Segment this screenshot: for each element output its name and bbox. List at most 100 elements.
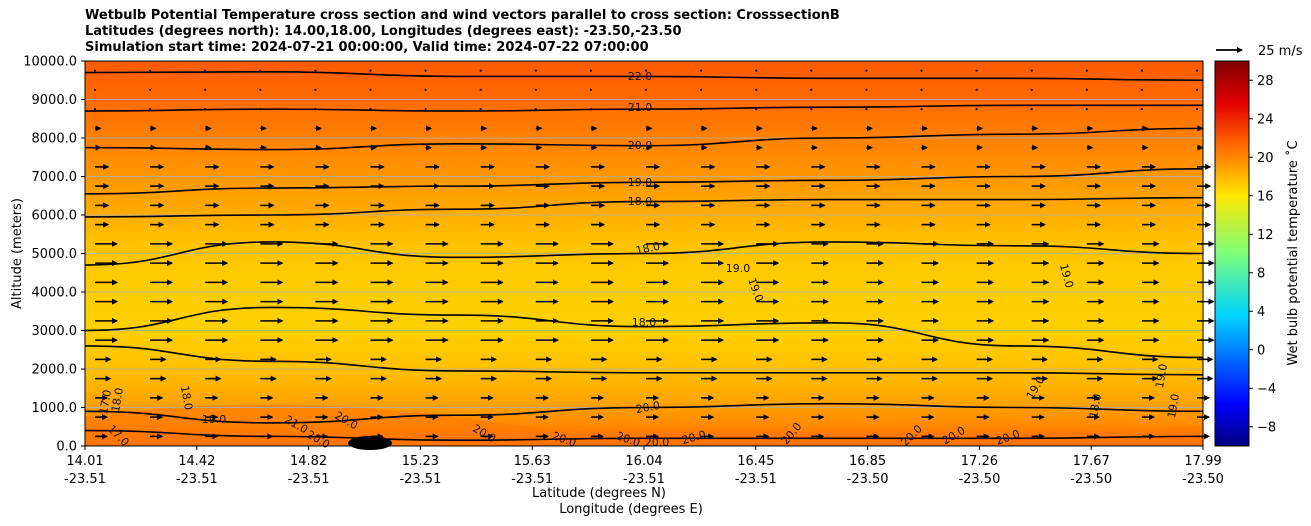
- wind-vector: [865, 88, 868, 91]
- wind-vector: [700, 69, 703, 72]
- wind-vector: [1140, 69, 1143, 72]
- colorbar: [1214, 60, 1250, 447]
- wind-vector: [93, 69, 97, 72]
- colorbar-tick-label: 8: [1257, 266, 1265, 281]
- x-tick-label-lon: -23.51: [399, 472, 441, 487]
- wind-vector: [975, 88, 978, 91]
- colorbar-tick-label: 0: [1257, 343, 1265, 358]
- wind-vector: [369, 88, 372, 91]
- wind-vector: [644, 88, 648, 91]
- colorbar-tick-label: 4: [1257, 305, 1265, 320]
- contour-label: 17.0: [97, 389, 114, 415]
- wind-vector: [589, 108, 593, 111]
- y-tick-label: 0.0: [56, 440, 77, 455]
- x-tick-label-lat: 14.01: [66, 454, 103, 469]
- x-tick-label-lat: 16.04: [625, 454, 662, 469]
- wind-vector: [259, 88, 262, 91]
- contour-label: 18.0: [1087, 393, 1104, 419]
- wind-vector: [1085, 69, 1088, 72]
- wind-vector: [865, 108, 868, 111]
- wind-vector: [1030, 69, 1033, 72]
- contour-line-18-0: [84, 196, 1204, 218]
- x-tick-label-lat: 15.63: [514, 454, 551, 469]
- contour-label: 18.0: [632, 316, 657, 329]
- wind-vector: [755, 69, 758, 72]
- x-tick-label-lon: -23.50: [847, 472, 889, 487]
- surface-warm-region: [85, 404, 1203, 446]
- wind-vector: [644, 108, 648, 111]
- wind-vector: [204, 108, 207, 111]
- wind-vector: [424, 88, 427, 91]
- wind-vector: [204, 69, 207, 72]
- x-tick-label-lat: 16.85: [849, 454, 886, 469]
- wind-vector: [755, 108, 758, 111]
- colorbar-tick-label: −8: [1257, 420, 1276, 435]
- contour-label: 19.0: [202, 413, 227, 426]
- y-tick-label: 7000.0: [32, 170, 78, 185]
- y-tick-label: 10000.0: [23, 55, 77, 70]
- contour-label: 18.0: [109, 387, 126, 413]
- y-tick-label: 1000.0: [32, 401, 78, 416]
- wind-vector: [1030, 88, 1033, 91]
- y-tick-label: 4000.0: [32, 286, 78, 301]
- wind-vector: [1195, 108, 1199, 111]
- colorbar-tick-label: 20: [1257, 151, 1274, 166]
- chart-title-line-1: Wetbulb Potential Temperature cross sect…: [85, 8, 840, 23]
- contour-label: 20.0: [628, 139, 653, 152]
- wind-vector: [314, 108, 317, 111]
- x-tick-label-lon: -23.51: [735, 472, 777, 487]
- wind-vector: [93, 108, 97, 111]
- wind-vector: [259, 108, 262, 111]
- wind-vector: [314, 69, 317, 72]
- x-tick-label-lon: -23.50: [1070, 472, 1112, 487]
- contour-line-19-0: [84, 402, 1204, 424]
- x-tick-label-lat: 14.42: [178, 454, 215, 469]
- contour-label: 19.0: [1153, 363, 1170, 389]
- wind-vector: [700, 88, 703, 91]
- contour-label: 19.0: [726, 262, 751, 275]
- wind-vector: [149, 108, 152, 111]
- colorbar-tick-label: 24: [1257, 112, 1274, 127]
- y-tick-label: 2000.0: [32, 363, 78, 378]
- chart-title-line-2: Latitudes (degrees north): 14.00,18.00, …: [85, 24, 682, 39]
- wind-vector: [810, 108, 813, 111]
- x-tick-label-lat: 17.99: [1184, 454, 1221, 469]
- wind-vector: [589, 88, 593, 91]
- wind-vector: [314, 88, 317, 91]
- x-tick-label-lat: 16.45: [737, 454, 774, 469]
- wind-vector: [1030, 108, 1033, 111]
- x-tick-label-lat: 14.82: [290, 454, 327, 469]
- colorbar-tick-label: 16: [1257, 189, 1274, 204]
- wind-vector: [479, 69, 482, 72]
- x-tick-label-lon: -23.51: [288, 472, 330, 487]
- wind-vector: [1085, 88, 1088, 91]
- wind-vector: [1140, 88, 1143, 91]
- x-tick-label-lon: -23.51: [511, 472, 553, 487]
- wind-vector: [975, 108, 978, 111]
- y-tick-label: 5000.0: [32, 247, 78, 262]
- x-tick-label-lon: -23.51: [64, 472, 106, 487]
- chart-title-line-3: Simulation start time: 2024-07-21 00:00:…: [85, 40, 649, 55]
- x-tick-label-lat: 17.67: [1073, 454, 1110, 469]
- x-tick-label-lon: -23.51: [623, 472, 665, 487]
- wind-vector: [259, 69, 262, 72]
- wind-vector: [149, 69, 152, 72]
- wind-vector: [1085, 108, 1088, 111]
- wind-vector: [424, 108, 427, 111]
- wind-vector: [534, 88, 537, 91]
- colorbar-tick-label: 28: [1257, 74, 1274, 89]
- wind-vector: [920, 69, 923, 72]
- contour-label: 20.0: [645, 436, 670, 449]
- wind-vector: [369, 108, 372, 111]
- colorbar-tick-label: −4: [1257, 382, 1276, 397]
- contour-label: 18.0: [635, 240, 662, 258]
- x-tick-label-lon: -23.51: [176, 472, 218, 487]
- y-tick-label: 9000.0: [32, 93, 78, 108]
- x-tick-label-lat: 15.23: [402, 454, 439, 469]
- wind-vector: [204, 88, 207, 91]
- wind-vector: [810, 69, 813, 72]
- wind-vector: [644, 69, 648, 72]
- contour-label: 20.0: [635, 399, 661, 416]
- contour-line-21-0: [84, 104, 1203, 112]
